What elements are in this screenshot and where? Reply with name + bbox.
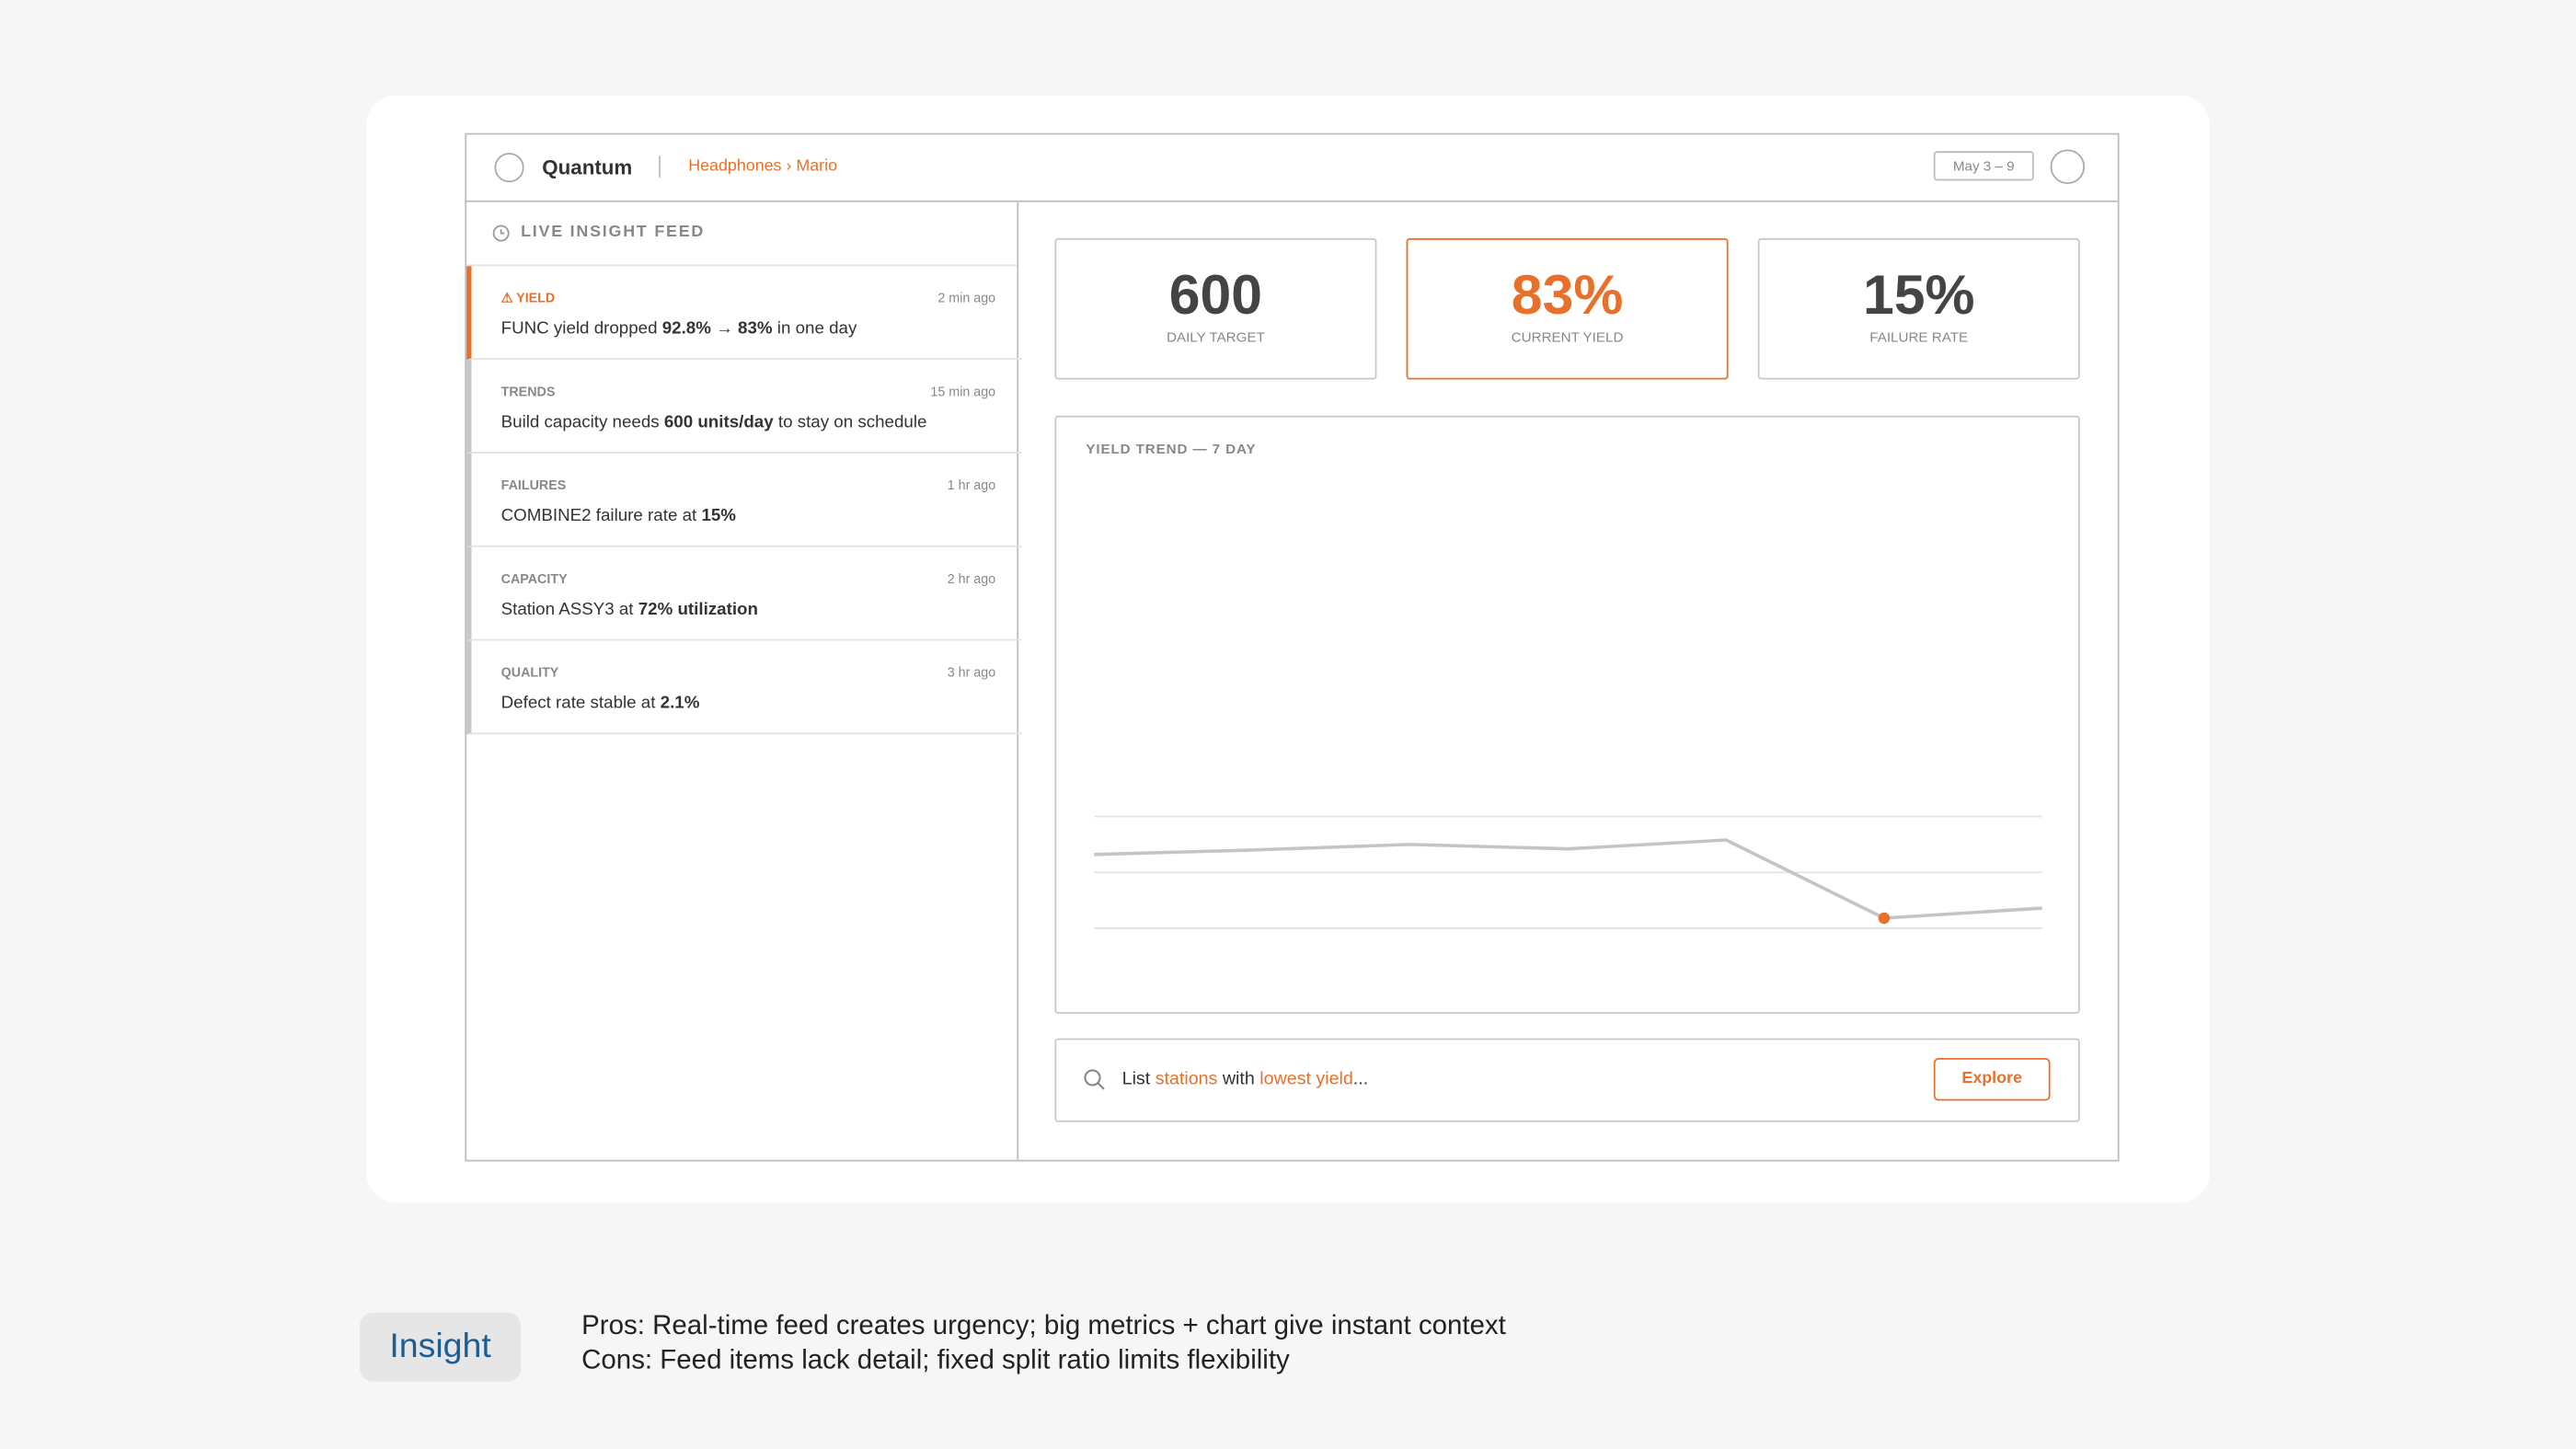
feed-text: COMBINE2 failure rate at 15% bbox=[501, 506, 736, 525]
metric-card: 600 DAILY TARGET bbox=[1054, 237, 1377, 380]
metric-card: 15% FAILURE RATE bbox=[1757, 237, 2080, 380]
feed-time: 2 min ago bbox=[937, 291, 996, 306]
feed-text-part: FUNC yield dropped bbox=[500, 318, 662, 339]
feed-item[interactable]: QUALITY 3 hr ago Defect rate stable at 2.1… bbox=[466, 640, 1022, 735]
metric-label: DAILY TARGET bbox=[1166, 328, 1265, 345]
query-part: lowest yield bbox=[1259, 1069, 1353, 1089]
feed-text-part: COMBINE2 failure rate at bbox=[500, 505, 702, 526]
feed-text: Station ASSY3 at 72% utilization bbox=[501, 600, 758, 619]
query-part: stations bbox=[1155, 1069, 1218, 1089]
explore-button[interactable]: Explore bbox=[1933, 1057, 2051, 1101]
feed-text-part: 72% utilization bbox=[638, 599, 758, 620]
divider bbox=[466, 264, 1018, 267]
badge: Insight bbox=[360, 1312, 522, 1382]
feed-text-part: 15% bbox=[701, 505, 736, 526]
app-name: Quantum bbox=[542, 155, 633, 179]
feed-text-part: 2.1% bbox=[660, 693, 700, 713]
search-icon bbox=[1084, 1069, 1105, 1090]
feed-tag: TRENDS bbox=[500, 384, 556, 399]
feed-time: 3 hr ago bbox=[947, 665, 996, 681]
search-query: List stations with lowest yield... bbox=[1122, 1069, 1369, 1088]
feed-tag: CAPACITY bbox=[500, 571, 568, 587]
date-picker[interactable]: May 3 – 9 bbox=[1933, 151, 2034, 181]
feed-time: 15 min ago bbox=[930, 384, 996, 399]
chart-title: YIELD TREND — 7 DAY bbox=[1086, 440, 1257, 457]
feed-text: FUNC yield dropped 92.8% → 83% in one da… bbox=[501, 318, 857, 338]
feed-title: LIVE INSIGHT FEED bbox=[521, 223, 706, 242]
avatar[interactable] bbox=[2050, 149, 2086, 184]
query-part: with bbox=[1217, 1069, 1260, 1089]
metric-label: FAILURE RATE bbox=[1869, 328, 1969, 345]
feed-text: Build capacity needs 600 units/day to st… bbox=[501, 412, 927, 431]
feed-text-part: Defect rate stable at bbox=[500, 693, 661, 713]
feed-text-part: to stay on schedule bbox=[773, 412, 927, 432]
feed-tag: ⚠ YIELD bbox=[500, 291, 556, 306]
clock-icon bbox=[492, 224, 510, 242]
feed-tag: QUALITY bbox=[500, 665, 559, 681]
feed-panel: LIVE INSIGHT FEED ⚠ YIELD 2 min ago FUNC y… bbox=[466, 201, 1022, 1160]
metric-label: CURRENT YIELD bbox=[1511, 328, 1624, 345]
header: Quantum Headphones › Mario May 3 – 9 bbox=[466, 134, 2118, 202]
metric-card: 83% CURRENT YIELD bbox=[1406, 237, 1729, 380]
breadcrumb[interactable]: Headphones › Mario bbox=[688, 157, 838, 177]
feed-item[interactable]: CAPACITY 2 hr ago Station ASSY3 at 72% uti… bbox=[466, 546, 1022, 641]
metric-value: 600 bbox=[1168, 264, 1263, 328]
trend-line bbox=[1094, 838, 2042, 920]
feed-text-part: Build capacity needs bbox=[500, 412, 664, 432]
app-window: Quantum Headphones › Mario May 3 – 9 LIV… bbox=[465, 132, 2120, 1162]
logo-icon bbox=[494, 153, 524, 183]
cons: Cons: Feed items lack detail; fixed spli… bbox=[581, 1345, 1290, 1375]
feed-text-part: in one day bbox=[772, 318, 857, 339]
chart bbox=[1094, 815, 2042, 929]
metric-value: 83% bbox=[1511, 264, 1624, 328]
feed-text-part: Station ASSY3 at bbox=[500, 599, 638, 620]
feed-text: Defect rate stable at 2.1% bbox=[501, 694, 700, 713]
feed-item[interactable]: ⚠ YIELD 2 min ago FUNC yield dropped 92.8%… bbox=[466, 266, 1022, 361]
metric-value: 15% bbox=[1862, 264, 1975, 328]
feed-time: 2 hr ago bbox=[947, 571, 996, 587]
feed-item[interactable]: TRENDS 15 min ago Build capacity needs 600… bbox=[466, 360, 1022, 454]
feed-text-part: 92.8% → 83% bbox=[661, 318, 773, 339]
highlight-point bbox=[1878, 912, 1891, 925]
feed-time: 1 hr ago bbox=[947, 477, 996, 493]
feed-text-part: 600 units/day bbox=[663, 412, 774, 432]
feed-item[interactable]: FAILURES 1 hr ago COMBINE2 failure rate at… bbox=[466, 453, 1022, 547]
query-part: List bbox=[1121, 1069, 1156, 1089]
pros: Pros: Real-time feed creates urgency; bi… bbox=[581, 1310, 1506, 1341]
divider bbox=[659, 155, 661, 178]
query-part: ... bbox=[1352, 1069, 1369, 1089]
feed-list: ⚠ YIELD 2 min ago FUNC yield dropped 92.8%… bbox=[466, 266, 1022, 759]
search-bar[interactable]: List stations with lowest yield... Explo… bbox=[1054, 1038, 2080, 1122]
feed-tag: FAILURES bbox=[500, 477, 567, 493]
chart-panel: YIELD TREND — 7 DAY bbox=[1054, 415, 2080, 1014]
